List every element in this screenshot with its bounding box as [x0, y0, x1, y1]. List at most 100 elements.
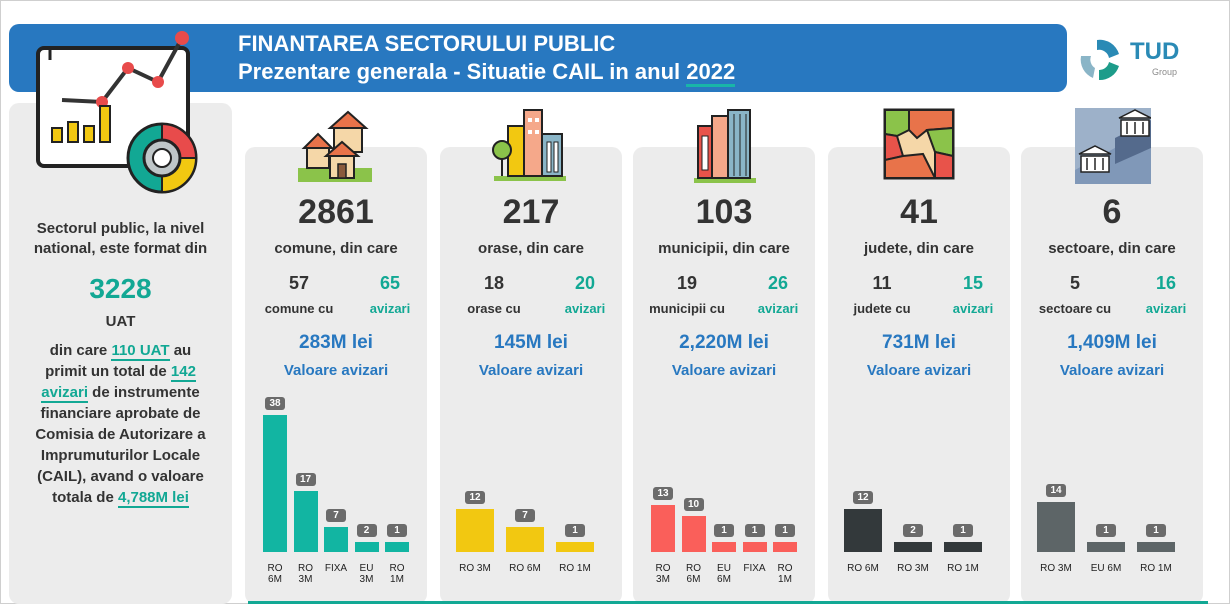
card-money-value: 145M lei — [494, 332, 568, 353]
bar-category-label: RO 3M — [298, 563, 313, 585]
houses-icon — [298, 110, 372, 182]
bar-value-label: 1 — [775, 524, 795, 537]
bar-value-label: 2 — [356, 524, 377, 537]
chart-bar — [293, 490, 318, 552]
summary-text-1: din care 110 UAT au — [49, 342, 192, 361]
bar-value-label: 7 — [326, 508, 346, 522]
card-count: 217 — [502, 193, 560, 231]
chart-bar — [263, 415, 287, 552]
chart-bar — [651, 505, 675, 552]
intro-line-2: national, este format din — [33, 240, 208, 257]
chart-bar — [385, 542, 409, 552]
bar-category-label: RO 6M — [509, 563, 541, 574]
card-subtitle: orase, din care — [478, 240, 584, 257]
chart-bar — [506, 526, 544, 552]
bar-category-label: RO 1M — [389, 563, 405, 585]
bar-value-label: 2 — [903, 524, 923, 537]
bar-value-label: 14 — [1046, 483, 1066, 497]
bar-value-label: 1 — [714, 524, 734, 537]
bar-value-label: 17 — [295, 472, 316, 486]
card-money-value: 2,220M lei — [679, 332, 769, 353]
bar-value-label: 10 — [683, 498, 704, 511]
card-left-label: sectoare cu — [1038, 301, 1112, 316]
card-subtitle: judete, din care — [863, 240, 975, 257]
bar-value-label: 1 — [387, 524, 407, 537]
map-icon — [883, 108, 955, 180]
tud-logo-icon — [1080, 39, 1119, 81]
bar-value-label: 12 — [465, 490, 485, 504]
bar-category-label: RO 1M — [777, 563, 793, 585]
chart-bar — [944, 542, 982, 552]
card-right-label: avizari — [564, 301, 606, 316]
chart-bar — [456, 508, 494, 552]
summary-panel — [9, 103, 232, 604]
card-subtitle: comune, din care — [274, 240, 398, 257]
card-left-number: 18 — [483, 273, 505, 293]
summary-text-3: avizari de instrumente — [41, 384, 200, 403]
bar-value-label: 1 — [953, 524, 973, 537]
intro-line-1: Sectorul public, la nivel — [36, 220, 205, 237]
card-value-label: Valoare avizari — [283, 362, 389, 379]
bar-category-label: FIXA — [324, 563, 348, 574]
chart-bar — [354, 542, 379, 552]
card-count: 2861 — [298, 193, 374, 231]
card-value-label: Valoare avizari — [478, 362, 584, 379]
government-building-icon — [1075, 108, 1151, 184]
bar-category-label: RO 6M — [686, 563, 701, 585]
bar-value-label: 1 — [1146, 524, 1166, 537]
card-left-number: 57 — [288, 273, 310, 293]
chart-bar — [681, 516, 706, 552]
bar-category-label: RO 3M — [655, 563, 671, 585]
bar-category-label: FIXA — [743, 563, 766, 574]
total-value-highlight: 4,788M lei — [117, 489, 189, 508]
chart-bar — [324, 526, 348, 552]
card-left-number: 11 — [872, 273, 892, 293]
card-money-value: 1,409M lei — [1067, 332, 1157, 353]
chart-bar — [1037, 501, 1075, 552]
card-right-number: 65 — [379, 273, 401, 293]
card-value-label: Valoare avizari — [866, 362, 972, 379]
bar-category-label: EU 3M — [359, 563, 374, 585]
logo-text: TUD — [1130, 38, 1180, 65]
card-right-label: avizari — [757, 301, 799, 316]
bar-value-label: 1 — [1096, 524, 1116, 537]
card-value-label: Valoare avizari — [1059, 362, 1165, 379]
title-year: 2022 — [686, 59, 736, 87]
card-right-label: avizari — [369, 301, 411, 316]
bar-value-label: 7 — [515, 508, 535, 522]
bar-category-label: RO 6M — [267, 563, 283, 585]
card-left-number: 19 — [676, 273, 698, 293]
card-right-number: 16 — [1155, 273, 1177, 293]
skyscrapers-icon — [694, 109, 756, 183]
analytics-dashboard-icon — [36, 31, 198, 194]
card-left-label: municipii cu — [649, 301, 725, 316]
card-value-label: Valoare avizari — [671, 362, 777, 379]
bar-category-label: RO 1M — [1140, 563, 1172, 574]
card-money-value: 731M lei — [882, 332, 956, 353]
bottom-accent-line — [248, 601, 1208, 604]
summary-text-7: (CAIL), avand o valoare — [37, 468, 204, 485]
card-left-label: orase cu — [467, 301, 521, 316]
avizari-count-highlight: 142 — [170, 363, 196, 382]
bar-category-label: RO 1M — [947, 563, 979, 574]
card-count: 103 — [695, 193, 753, 231]
city-icon — [492, 109, 566, 181]
page-title: FINANTAREA SECTORULUI PUBLIC — [238, 31, 616, 56]
uat-count-highlight: 110 UAT — [111, 342, 170, 361]
summary-text-8: totala de 4,788M lei — [52, 489, 189, 508]
bar-category-label: RO 3M — [897, 563, 929, 574]
card-right-label: avizari — [952, 301, 994, 316]
bar-category-label: EU 6M — [1090, 563, 1122, 574]
summary-text-6: Imprumuturilor Locale — [40, 447, 201, 464]
bar-value-label: 1 — [565, 524, 585, 537]
logo-subtext: Group — [1152, 67, 1178, 77]
chart-bar — [894, 542, 932, 552]
card-money-value: 283M lei — [299, 332, 373, 353]
bar-value-label: 1 — [744, 524, 765, 537]
total-uat: 3228 — [89, 273, 152, 304]
card-right-number: 20 — [574, 273, 596, 293]
uat-label: UAT — [105, 313, 136, 330]
summary-text-4: financiare aprobate de — [40, 405, 201, 422]
chart-bar — [1087, 542, 1125, 552]
card-count: 41 — [900, 193, 938, 231]
